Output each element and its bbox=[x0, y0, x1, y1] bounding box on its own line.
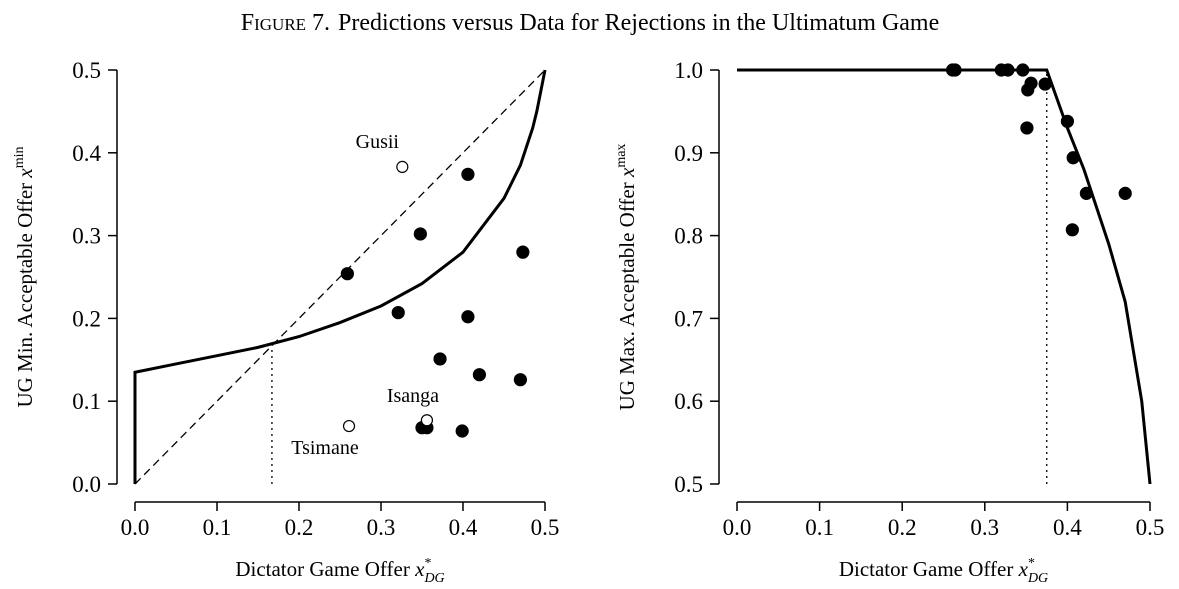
open-point bbox=[396, 160, 409, 173]
data-point bbox=[1021, 83, 1035, 97]
annotation: Isanga bbox=[387, 385, 439, 407]
x-tick-label: 0.5 bbox=[1136, 515, 1165, 540]
x-tick-label: 0.0 bbox=[723, 515, 752, 540]
data-point bbox=[1020, 121, 1034, 135]
data-point bbox=[455, 424, 469, 438]
y-tick-label: 0.5 bbox=[674, 472, 703, 497]
y-label-sup: min bbox=[12, 146, 27, 168]
data-point bbox=[461, 310, 475, 324]
dashed-line bbox=[134, 69, 546, 485]
x-axis-label: Dictator Game Offer x* DG bbox=[235, 556, 444, 586]
y-label-var: x bbox=[13, 168, 37, 179]
x-tick-label: 0.0 bbox=[121, 515, 150, 540]
y-tick-label: 0.8 bbox=[674, 224, 703, 249]
x-label-sub: DG bbox=[423, 571, 444, 586]
data-point bbox=[513, 373, 528, 387]
y-tick-label: 0.2 bbox=[72, 306, 101, 331]
x-tick-label: 0.1 bbox=[805, 515, 834, 540]
y-label-var: x bbox=[615, 167, 639, 178]
x-tick-label: 0.3 bbox=[367, 515, 396, 540]
y-label-sup: max bbox=[614, 144, 629, 168]
x-label-var: x bbox=[414, 557, 425, 581]
x-tick-label: 0.5 bbox=[531, 515, 560, 540]
data-point bbox=[391, 306, 405, 320]
x-tick-label: 0.4 bbox=[1053, 515, 1082, 540]
x-label-sub: DG bbox=[1027, 571, 1048, 586]
figure-title: Figure 7. Predictions versus Data for Rej… bbox=[241, 10, 940, 36]
x-tick-label: 0.2 bbox=[285, 515, 314, 540]
x-tick-label: 0.2 bbox=[888, 515, 917, 540]
y-label-text: UG Max. Acceptable Offer bbox=[615, 177, 639, 410]
data-point bbox=[472, 368, 486, 382]
solid-line bbox=[133, 69, 547, 484]
y-tick-label: 0.5 bbox=[72, 58, 101, 83]
y-tick-label: 0.7 bbox=[674, 306, 703, 331]
x-label-text: Dictator Game Offer bbox=[235, 557, 415, 581]
x-tick-label: 0.1 bbox=[203, 515, 232, 540]
x-label-var: x bbox=[1018, 557, 1029, 581]
y-label-text: UG Min. Acceptable Offer bbox=[13, 178, 37, 408]
y-tick-label: 0.1 bbox=[72, 389, 101, 414]
data-point bbox=[340, 267, 354, 281]
data-point bbox=[413, 227, 427, 241]
y-tick-label: 0.0 bbox=[72, 472, 101, 497]
y-axis-label: UG Max. Acceptable Offer xmax bbox=[614, 144, 639, 411]
open-point bbox=[342, 419, 356, 433]
x-tick-label: 0.3 bbox=[970, 515, 999, 540]
y-tick-label: 0.9 bbox=[674, 141, 703, 166]
x-tick-label: 0.4 bbox=[449, 515, 478, 540]
figure-title-text: Predictions versus Data for Rejections i… bbox=[338, 10, 939, 36]
annotation: Gusii bbox=[356, 131, 400, 153]
y-tick-label: 0.3 bbox=[72, 224, 101, 249]
data-point bbox=[1065, 223, 1079, 237]
y-tick-label: 0.6 bbox=[674, 389, 703, 414]
data-point bbox=[461, 167, 475, 181]
figure-label: Figure 7. bbox=[241, 10, 330, 36]
data-point bbox=[1118, 186, 1132, 200]
annotation: Tsimane bbox=[291, 437, 359, 459]
data-point bbox=[433, 352, 447, 366]
x-label-sup: * bbox=[1028, 556, 1035, 571]
y-axis-label: UG Min. Acceptable Offer xmin bbox=[12, 146, 37, 407]
x-label-sup: * bbox=[424, 556, 431, 571]
data-point bbox=[516, 245, 530, 259]
y-tick-label: 0.4 bbox=[72, 141, 101, 166]
solid-line bbox=[737, 68, 1152, 485]
y-tick-label: 1.0 bbox=[674, 58, 703, 83]
open-point bbox=[420, 414, 434, 427]
x-axis-label: Dictator Game Offer x* DG bbox=[839, 556, 1048, 586]
x-label-text: Dictator Game Offer bbox=[839, 557, 1019, 581]
